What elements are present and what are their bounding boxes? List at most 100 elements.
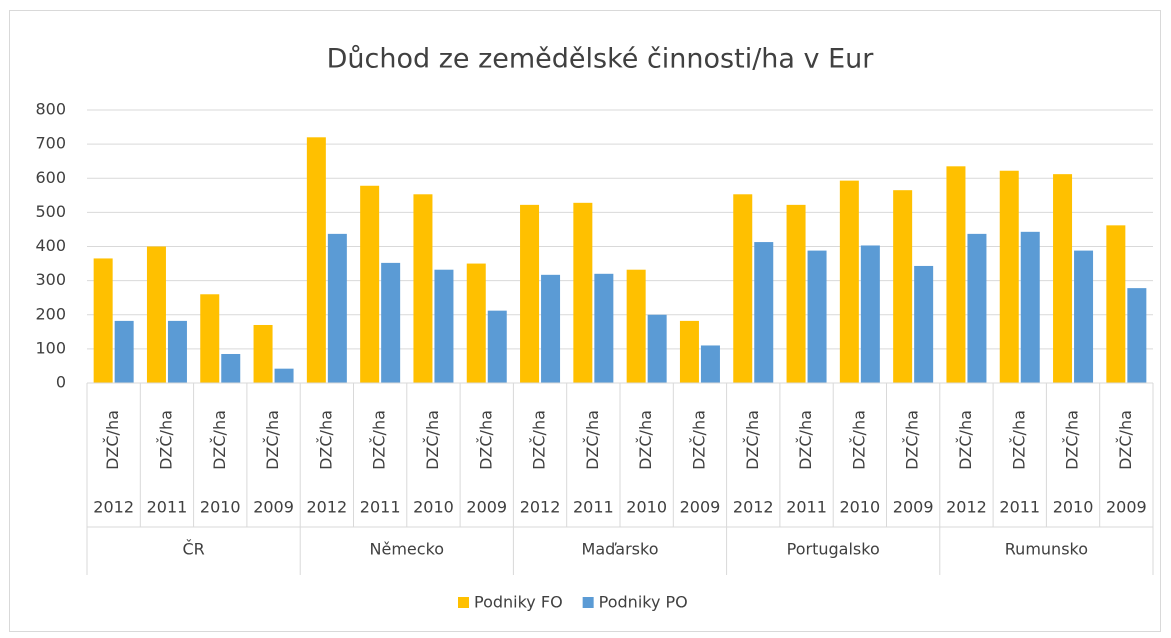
group-label: Německo: [370, 540, 445, 559]
bar: [146, 246, 166, 383]
bar: [733, 194, 753, 383]
x-tick-label: DZČ/ha: [156, 410, 175, 470]
x-tick-label: DZČ/ha: [583, 410, 602, 470]
bar: [221, 353, 241, 383]
bar: [839, 180, 859, 383]
group-label: Maďarsko: [582, 540, 659, 559]
bar: [274, 368, 294, 383]
group-label: Rumunsko: [1005, 540, 1088, 559]
bar: [487, 310, 507, 383]
bar: [413, 194, 433, 383]
bar: [626, 269, 646, 383]
x-tick-label: DZČ/ha: [316, 410, 335, 470]
bar: [1106, 225, 1126, 383]
year-label: 2012: [733, 498, 774, 517]
bar: [999, 170, 1019, 383]
x-tick-label: DZČ/ha: [743, 410, 762, 470]
bar: [360, 185, 380, 383]
bar: [200, 294, 220, 383]
bar: [541, 274, 561, 383]
year-label: 2010: [1053, 498, 1094, 517]
bar: [114, 320, 134, 383]
bar: [786, 204, 806, 383]
legend-swatch: [582, 597, 594, 608]
bar: [573, 202, 593, 383]
year-label: 2010: [200, 498, 241, 517]
y-tick-label: 800: [35, 100, 66, 119]
x-tick-label: DZČ/ha: [903, 410, 922, 470]
bar: [327, 233, 347, 383]
bar: [860, 245, 880, 383]
year-label: 2009: [1106, 498, 1147, 517]
bar: [253, 324, 273, 383]
y-tick-label: 600: [35, 168, 66, 187]
bar: [914, 265, 934, 383]
y-tick-label: 200: [35, 304, 66, 323]
bar: [754, 242, 774, 383]
bar: [434, 269, 454, 383]
year-label: 2009: [893, 498, 934, 517]
bar: [1127, 288, 1147, 383]
bar: [679, 320, 699, 383]
y-tick-label: 300: [35, 270, 66, 289]
bar: [1074, 250, 1094, 383]
year-label: 2012: [946, 498, 987, 517]
x-tick-label: DZČ/ha: [1009, 410, 1028, 470]
group-label: Portugalsko: [787, 540, 880, 559]
year-label: 2012: [93, 498, 134, 517]
year-label: 2011: [999, 498, 1040, 517]
group-label: ČR: [182, 540, 204, 559]
bar: [594, 273, 614, 383]
x-tick-label: DZČ/ha: [849, 410, 868, 470]
y-tick-label: 700: [35, 134, 66, 153]
y-tick-label: 100: [35, 338, 66, 357]
year-label: 2011: [573, 498, 614, 517]
year-label: 2009: [680, 498, 721, 517]
x-tick-label: DZČ/ha: [476, 410, 495, 470]
bar: [381, 262, 401, 383]
y-tick-label: 0: [56, 373, 66, 392]
x-tick-label: DZČ/ha: [689, 410, 708, 470]
year-label: 2010: [626, 498, 667, 517]
bar: [167, 320, 187, 383]
year-label: 2009: [253, 498, 294, 517]
legend-label: Podniky PO: [599, 593, 688, 612]
x-tick-label: DZČ/ha: [210, 410, 229, 470]
x-tick-label: DZČ/ha: [530, 410, 549, 470]
year-label: 2012: [520, 498, 561, 517]
year-label: 2011: [360, 498, 401, 517]
legend-label: Podniky FO: [474, 593, 563, 612]
bar: [1020, 231, 1040, 383]
bar: [93, 258, 113, 383]
x-tick-label: DZČ/ha: [1063, 410, 1082, 470]
bar: [893, 190, 913, 383]
x-tick-label: DZČ/ha: [103, 410, 122, 470]
chart-title: Důchod ze zemědělské činnosti/ha v Eur: [327, 44, 875, 75]
x-tick-label: DZČ/ha: [370, 410, 389, 470]
y-tick-label: 400: [35, 236, 66, 255]
x-tick-label: DZČ/ha: [1116, 410, 1135, 470]
bar: [520, 204, 540, 383]
x-tick-label: DZČ/ha: [423, 410, 442, 470]
y-tick-label: 500: [35, 202, 66, 221]
bar: [807, 250, 827, 383]
bar: [946, 166, 966, 383]
year-label: 2012: [306, 498, 347, 517]
year-label: 2011: [786, 498, 827, 517]
bar: [1053, 174, 1073, 383]
x-tick-label: DZČ/ha: [796, 410, 815, 470]
year-label: 2011: [147, 498, 188, 517]
bar: [700, 345, 720, 383]
x-tick-label: DZČ/ha: [956, 410, 975, 470]
year-label: 2010: [413, 498, 454, 517]
year-label: 2010: [839, 498, 880, 517]
legend-swatch: [458, 597, 469, 608]
x-tick-label: DZČ/ha: [636, 410, 655, 470]
bar: [647, 314, 667, 383]
year-label: 2009: [466, 498, 507, 517]
bar: [967, 233, 987, 383]
bar: [466, 263, 486, 383]
x-tick-label: DZČ/ha: [263, 410, 282, 470]
bar: [306, 137, 326, 383]
